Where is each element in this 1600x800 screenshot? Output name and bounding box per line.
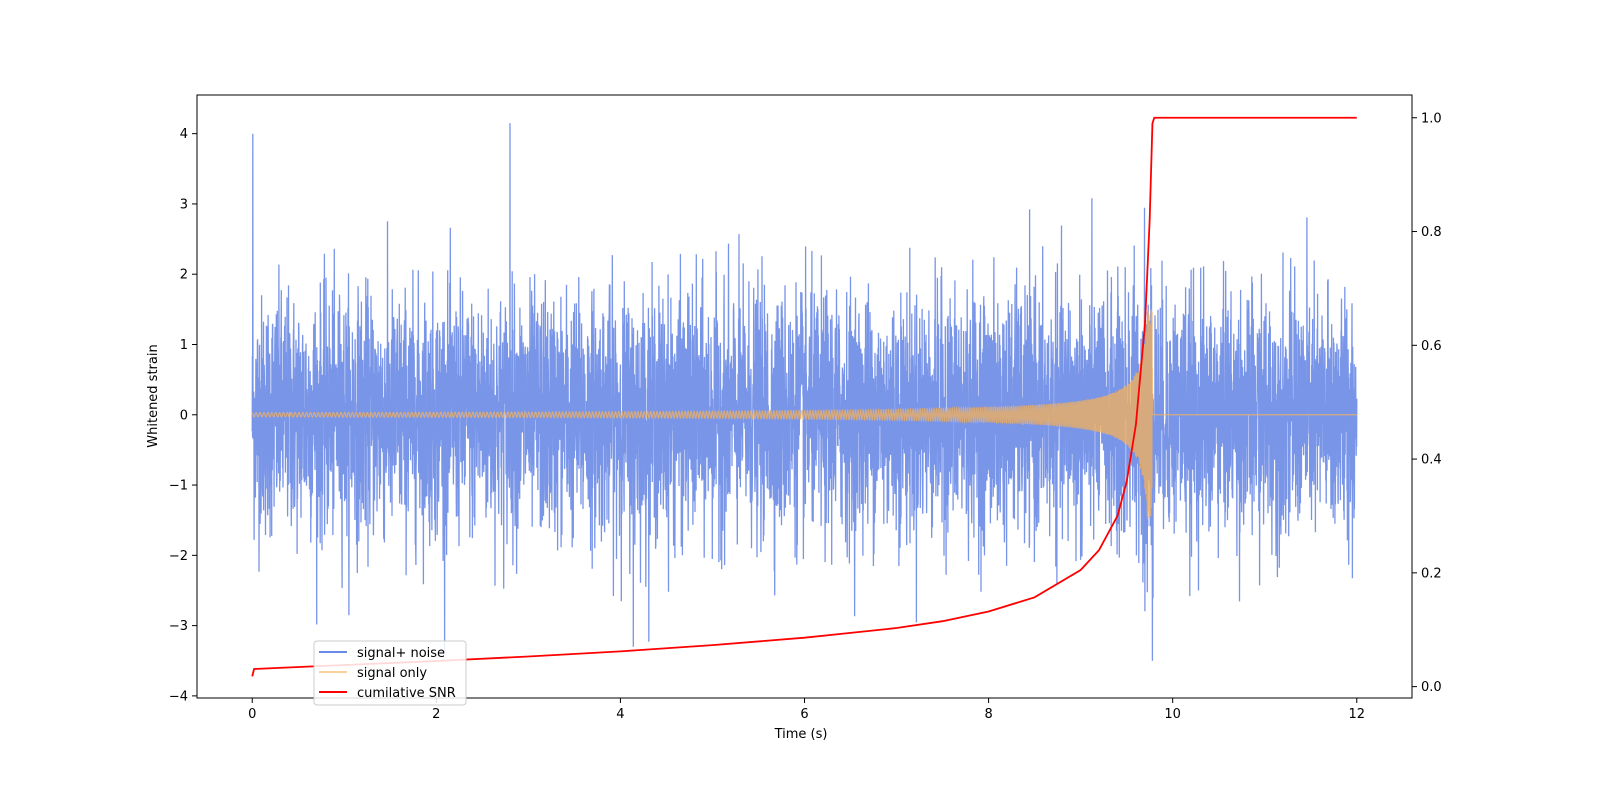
x-tick-label: 12 — [1348, 707, 1365, 722]
x-tick-label: 2 — [432, 707, 440, 722]
x-tick-label: 6 — [800, 707, 808, 722]
series-signal-only — [251, 309, 1357, 520]
y-axis-label-left: Whitened strain — [146, 344, 161, 447]
y-right-tick-label: 0.4 — [1421, 453, 1442, 468]
y-left-tick-label: 2 — [180, 268, 188, 283]
y-left-tick-label: −4 — [169, 689, 188, 704]
legend-box — [313, 640, 467, 706]
x-tick-label: 4 — [616, 707, 624, 722]
y-left-tick-label: −3 — [169, 619, 188, 634]
y-left-tick-label: 3 — [180, 197, 188, 212]
y-right-tick-label: 0.6 — [1421, 339, 1442, 354]
legend-label-cumulative-snr: cumilative SNR — [357, 686, 456, 701]
y-left-tick-label: −1 — [169, 479, 188, 494]
y-axis-left: −4 −3 −2 −1 0 1 2 3 4 — [169, 127, 197, 704]
series-signal-noise — [251, 123, 1358, 661]
legend-label-signal-noise: signal+ noise — [357, 646, 445, 661]
y-left-tick-label: 0 — [180, 408, 188, 423]
series-cumulative-snr — [251, 116, 1357, 677]
y-left-tick-label: 1 — [180, 338, 188, 353]
y-right-tick-label: 0.8 — [1421, 225, 1442, 240]
series-layer — [251, 116, 1358, 677]
y-right-tick-label: 0.2 — [1421, 566, 1442, 581]
x-axis: 0 2 4 6 8 10 12 — [248, 698, 1365, 722]
y-left-tick-label: 4 — [180, 127, 188, 142]
legend: signal+ noise signal only cumilative SNR — [313, 640, 467, 706]
y-right-tick-label: 1.0 — [1421, 111, 1442, 126]
x-tick-label: 0 — [248, 707, 256, 722]
x-axis-label: Time (s) — [774, 727, 828, 742]
x-tick-label: 8 — [984, 707, 992, 722]
legend-label-signal-only: signal only — [357, 666, 427, 681]
y-left-tick-label: −2 — [169, 549, 188, 564]
y-axis-right: 0.0 0.2 0.4 0.6 0.8 1.0 — [1412, 111, 1442, 695]
plot-area — [251, 116, 1358, 677]
x-tick-label: 10 — [1164, 707, 1181, 722]
y-right-tick-label: 0.0 — [1421, 680, 1442, 695]
